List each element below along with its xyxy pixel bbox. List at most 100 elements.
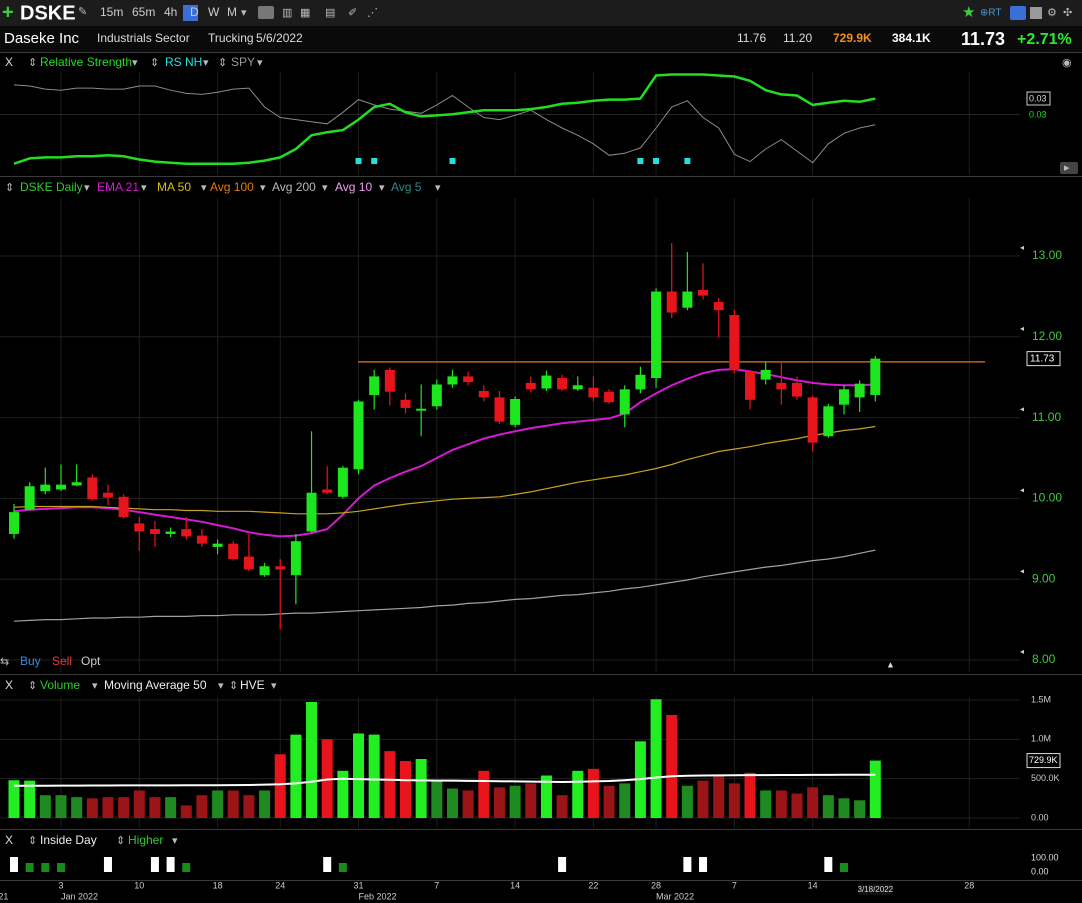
header-icon[interactable]: ⇕	[116, 835, 125, 847]
rt-icon[interactable]: ⊕RT	[980, 8, 1002, 19]
scroll-button[interactable]	[1060, 162, 1078, 174]
volume-bar	[133, 790, 145, 818]
candle-body	[102, 492, 113, 498]
share-icon[interactable]: ⋰	[367, 7, 378, 19]
legend-entry[interactable]: HVE	[240, 678, 265, 692]
header-icon[interactable]: ▾	[172, 835, 178, 847]
header-icon[interactable]: ▾	[92, 680, 98, 692]
scroll-arrow[interactable]: ▸	[1064, 162, 1070, 174]
header-icon[interactable]: ▾	[260, 182, 266, 194]
header-icon[interactable]: ▾	[132, 57, 138, 69]
volume-bar	[337, 770, 349, 818]
legend-title[interactable]: DSKE Daily	[20, 180, 83, 194]
volume-bar	[368, 734, 380, 818]
candle-body	[400, 399, 411, 408]
candle-body	[807, 397, 818, 443]
trade-button[interactable]: Opt	[81, 654, 101, 668]
header-icon[interactable]: ▾	[84, 182, 90, 194]
interval-button[interactable]: 4h	[164, 5, 177, 19]
volume-bar	[556, 795, 568, 818]
candle-body	[760, 369, 771, 380]
industry[interactable]: Trucking	[208, 31, 254, 45]
legend-entry[interactable]: Higher	[128, 833, 163, 847]
s-icon[interactable]	[1010, 6, 1026, 20]
volume-bar	[838, 798, 850, 818]
header-icon[interactable]: ⇕	[218, 57, 227, 69]
header-icon[interactable]: ⇕	[28, 57, 37, 69]
y-tick-label: 1.0M	[1031, 734, 1051, 744]
header-icon[interactable]: ⇕	[28, 680, 37, 692]
signal-bar	[683, 857, 692, 872]
legend-entry[interactable]: Relative Strength	[40, 55, 132, 69]
signal-bar	[699, 857, 708, 872]
add-icon[interactable]: +	[2, 1, 14, 23]
trade-button[interactable]: Buy	[20, 654, 41, 668]
symbol[interactable]: DSKE	[20, 2, 76, 24]
save-icon[interactable]	[1030, 7, 1042, 19]
interval-button[interactable]: M	[227, 5, 237, 19]
header-icon[interactable]: ▾	[218, 680, 224, 692]
header-icon[interactable]: ▾	[435, 182, 441, 194]
header-icon[interactable]: ▾	[322, 182, 328, 194]
interval-dropdown[interactable]: ▾	[241, 7, 247, 19]
volume-bar	[8, 780, 20, 818]
volume-bar	[71, 797, 83, 818]
volume-bar	[55, 795, 67, 818]
settings-icon[interactable]: ⚙	[1047, 7, 1057, 19]
volume-bar	[384, 751, 396, 818]
rs-line	[13, 73, 876, 165]
interval-button[interactable]: D	[190, 5, 199, 19]
header-icon[interactable]: ⇕	[150, 57, 159, 69]
toolbar-icon[interactable]	[258, 6, 274, 19]
legend-entry[interactable]: Avg 100	[210, 180, 254, 194]
interval-button[interactable]: 15m	[100, 5, 123, 19]
legend-entry[interactable]: Volume	[40, 678, 80, 692]
header-icon[interactable]: ⇆	[0, 656, 9, 668]
bars-icon[interactable]: ▥	[282, 7, 292, 19]
candle-body	[854, 383, 865, 398]
legend-entry[interactable]: Moving Average 50	[104, 678, 207, 692]
header-icon[interactable]: ⇕	[28, 835, 37, 847]
volume-bar	[775, 790, 787, 818]
sector[interactable]: Industrials Sector	[97, 31, 190, 45]
close-button[interactable]: X	[5, 833, 13, 847]
header-icon[interactable]: ▾	[257, 57, 263, 69]
signal-bar	[182, 863, 191, 872]
legend-entry[interactable]: SPY	[231, 55, 255, 69]
star-icon[interactable]: ★	[962, 4, 975, 21]
header-icon[interactable]: ⇕	[5, 182, 14, 194]
candle-body	[24, 486, 35, 510]
header-icon[interactable]: ▾	[141, 182, 147, 194]
legend-entry[interactable]: RS NH	[165, 55, 202, 69]
signal-bar	[41, 863, 50, 872]
close-button[interactable]: X	[5, 678, 13, 692]
legend-entry[interactable]: EMA 21	[97, 180, 139, 194]
header-icon[interactable]: ▾	[271, 680, 277, 692]
layout-icon[interactable]: ▤	[325, 7, 335, 19]
y-tick-label: 100.00	[1031, 852, 1059, 862]
palette-icon[interactable]: ◉	[1062, 57, 1072, 69]
expand-icon[interactable]: ✣	[1063, 7, 1072, 19]
signal-bar	[10, 857, 18, 872]
draw-icon[interactable]: ✐	[348, 7, 357, 19]
trade-button[interactable]: Sell	[52, 654, 72, 668]
volume-bar	[744, 772, 756, 818]
candle-body	[792, 382, 802, 397]
header-icon[interactable]: ▾	[201, 182, 207, 194]
close-button[interactable]: X	[5, 55, 13, 69]
header-icon[interactable]: ⇕	[229, 680, 238, 692]
legend-entry[interactable]: Avg 200	[272, 180, 316, 194]
header-icon[interactable]: ▾	[379, 182, 385, 194]
legend-entry[interactable]: Inside Day	[40, 833, 97, 847]
legend-entry[interactable]: Avg 10	[335, 180, 372, 194]
volume-bar	[24, 780, 36, 818]
header-icon[interactable]: ▾	[203, 57, 209, 69]
edit-icon[interactable]: ✎	[78, 6, 87, 18]
add-study-icon[interactable]: ▦	[300, 7, 310, 19]
legend-entry[interactable]: MA 50	[157, 180, 191, 194]
legend-entry[interactable]: Avg 5	[391, 180, 422, 194]
interval-button[interactable]: 65m	[132, 5, 155, 19]
candle-body	[713, 302, 724, 311]
last-price-label: 11.73	[1030, 353, 1055, 364]
interval-button[interactable]: W	[208, 5, 220, 19]
